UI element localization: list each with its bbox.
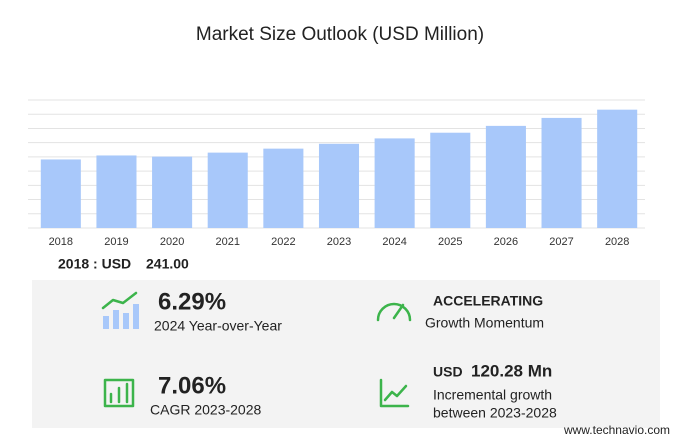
highlight-label: 2018 : USD xyxy=(58,256,131,272)
bar xyxy=(40,159,81,228)
bar xyxy=(96,155,137,228)
stat-caption: between 2023-2028 xyxy=(433,405,557,421)
bar xyxy=(541,117,582,228)
growth-icon xyxy=(101,291,139,329)
bar xyxy=(152,156,193,228)
chart-title: Market Size Outlook (USD Million) xyxy=(196,24,484,45)
x-tick-label: 2024 xyxy=(382,236,406,248)
bar xyxy=(485,125,526,228)
stat-value: 7.06% xyxy=(158,372,226,399)
x-tick-label: 2022 xyxy=(271,236,295,248)
bar xyxy=(430,132,471,228)
stat-caption: 2024 Year-over-Year xyxy=(154,318,282,334)
x-tick-label: 2026 xyxy=(494,236,518,248)
x-tick-label: 2023 xyxy=(327,236,351,248)
stat-unit: USD xyxy=(433,364,463,380)
x-tick-label: 2018 xyxy=(49,236,73,248)
footer: www.technavio.com xyxy=(563,423,670,437)
x-tick-label: 2021 xyxy=(215,236,239,248)
highlight-value: 241.00 xyxy=(146,256,189,272)
stat-value: 120.28 Mn xyxy=(471,361,552,380)
stat-value: ACCELERATING xyxy=(433,293,543,309)
bar xyxy=(207,152,248,228)
x-tick-label: 2019 xyxy=(104,236,128,248)
incremental-icon xyxy=(379,378,410,408)
gauge-icon xyxy=(376,302,412,322)
cagr-icon xyxy=(103,378,135,408)
stat-caption: Growth Momentum xyxy=(425,315,544,331)
stat-value: 6.29% xyxy=(158,288,226,315)
stat-caption: Incremental growth xyxy=(433,387,552,403)
stat-caption: CAGR 2023-2028 xyxy=(150,402,262,418)
x-tick-label: 2020 xyxy=(160,236,184,248)
bar xyxy=(597,109,638,228)
x-tick-label: 2027 xyxy=(549,236,573,248)
x-tick-label: 2025 xyxy=(438,236,462,248)
bar xyxy=(318,143,360,228)
bar xyxy=(374,138,415,228)
bar xyxy=(263,148,304,228)
x-tick-label: 2028 xyxy=(605,236,629,248)
